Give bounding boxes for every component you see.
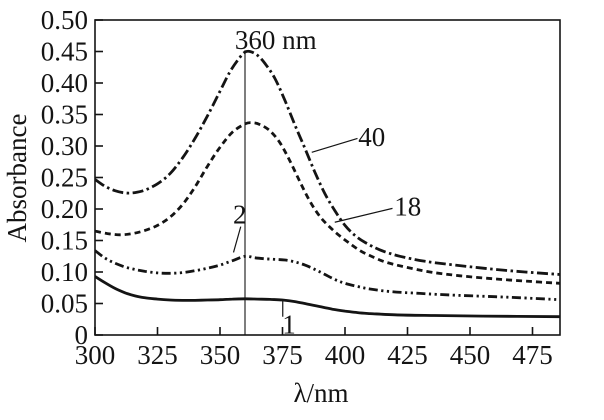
y-tick-label-0: 0 (75, 320, 89, 350)
axes: 00.050.100.150.200.250.300.350.400.450.5… (41, 5, 561, 370)
leader-line-18 (334, 207, 393, 223)
y-tick-label-0.30: 0.30 (41, 131, 88, 161)
y-tick-label-0.05: 0.05 (41, 289, 88, 319)
curve-40 (95, 49, 560, 276)
curve-label-40: 40 (358, 122, 385, 152)
x-tick-label-400: 400 (325, 340, 366, 370)
y-tick-label-0.25: 0.25 (41, 163, 88, 193)
y-tick-label-0.40: 0.40 (41, 68, 88, 98)
x-tick-label-350: 350 (200, 340, 241, 370)
y-tick-label-0.15: 0.15 (41, 226, 88, 256)
marker-label-360nm: 360 nm (235, 25, 317, 55)
curve-label-1: 1 (282, 309, 296, 339)
reference-line-360nm-group: 360 nm (235, 25, 317, 335)
x-axis-title: λ/nm (293, 378, 348, 408)
x-tick-label-300: 300 (75, 340, 116, 370)
leader-line-2 (232, 226, 242, 253)
curve-annotations: 40 18 2 1 (232, 122, 421, 339)
leader-line-40 (311, 137, 358, 153)
y-tick-label-0.20: 0.20 (41, 194, 88, 224)
x-tick-label-450: 450 (450, 340, 491, 370)
x-tick-label-475: 475 (512, 340, 553, 370)
y-axis-title: Absorbance (2, 114, 32, 243)
curve-label-18: 18 (394, 191, 421, 221)
curve-18 (95, 121, 560, 285)
curve-2 (95, 249, 560, 302)
y-tick-label-0.45: 0.45 (41, 37, 88, 67)
x-tick-label-425: 425 (387, 340, 428, 370)
y-tick-label-0.35: 0.35 (41, 100, 88, 130)
x-tick-label-375: 375 (262, 340, 303, 370)
y-tick-label-0.10: 0.10 (41, 257, 88, 287)
curve-label-2: 2 (233, 200, 247, 230)
y-tick-label-0.50: 0.50 (41, 5, 88, 35)
x-tick-label-325: 325 (137, 340, 178, 370)
curve-1 (95, 275, 560, 319)
spectra-curves (95, 49, 560, 319)
